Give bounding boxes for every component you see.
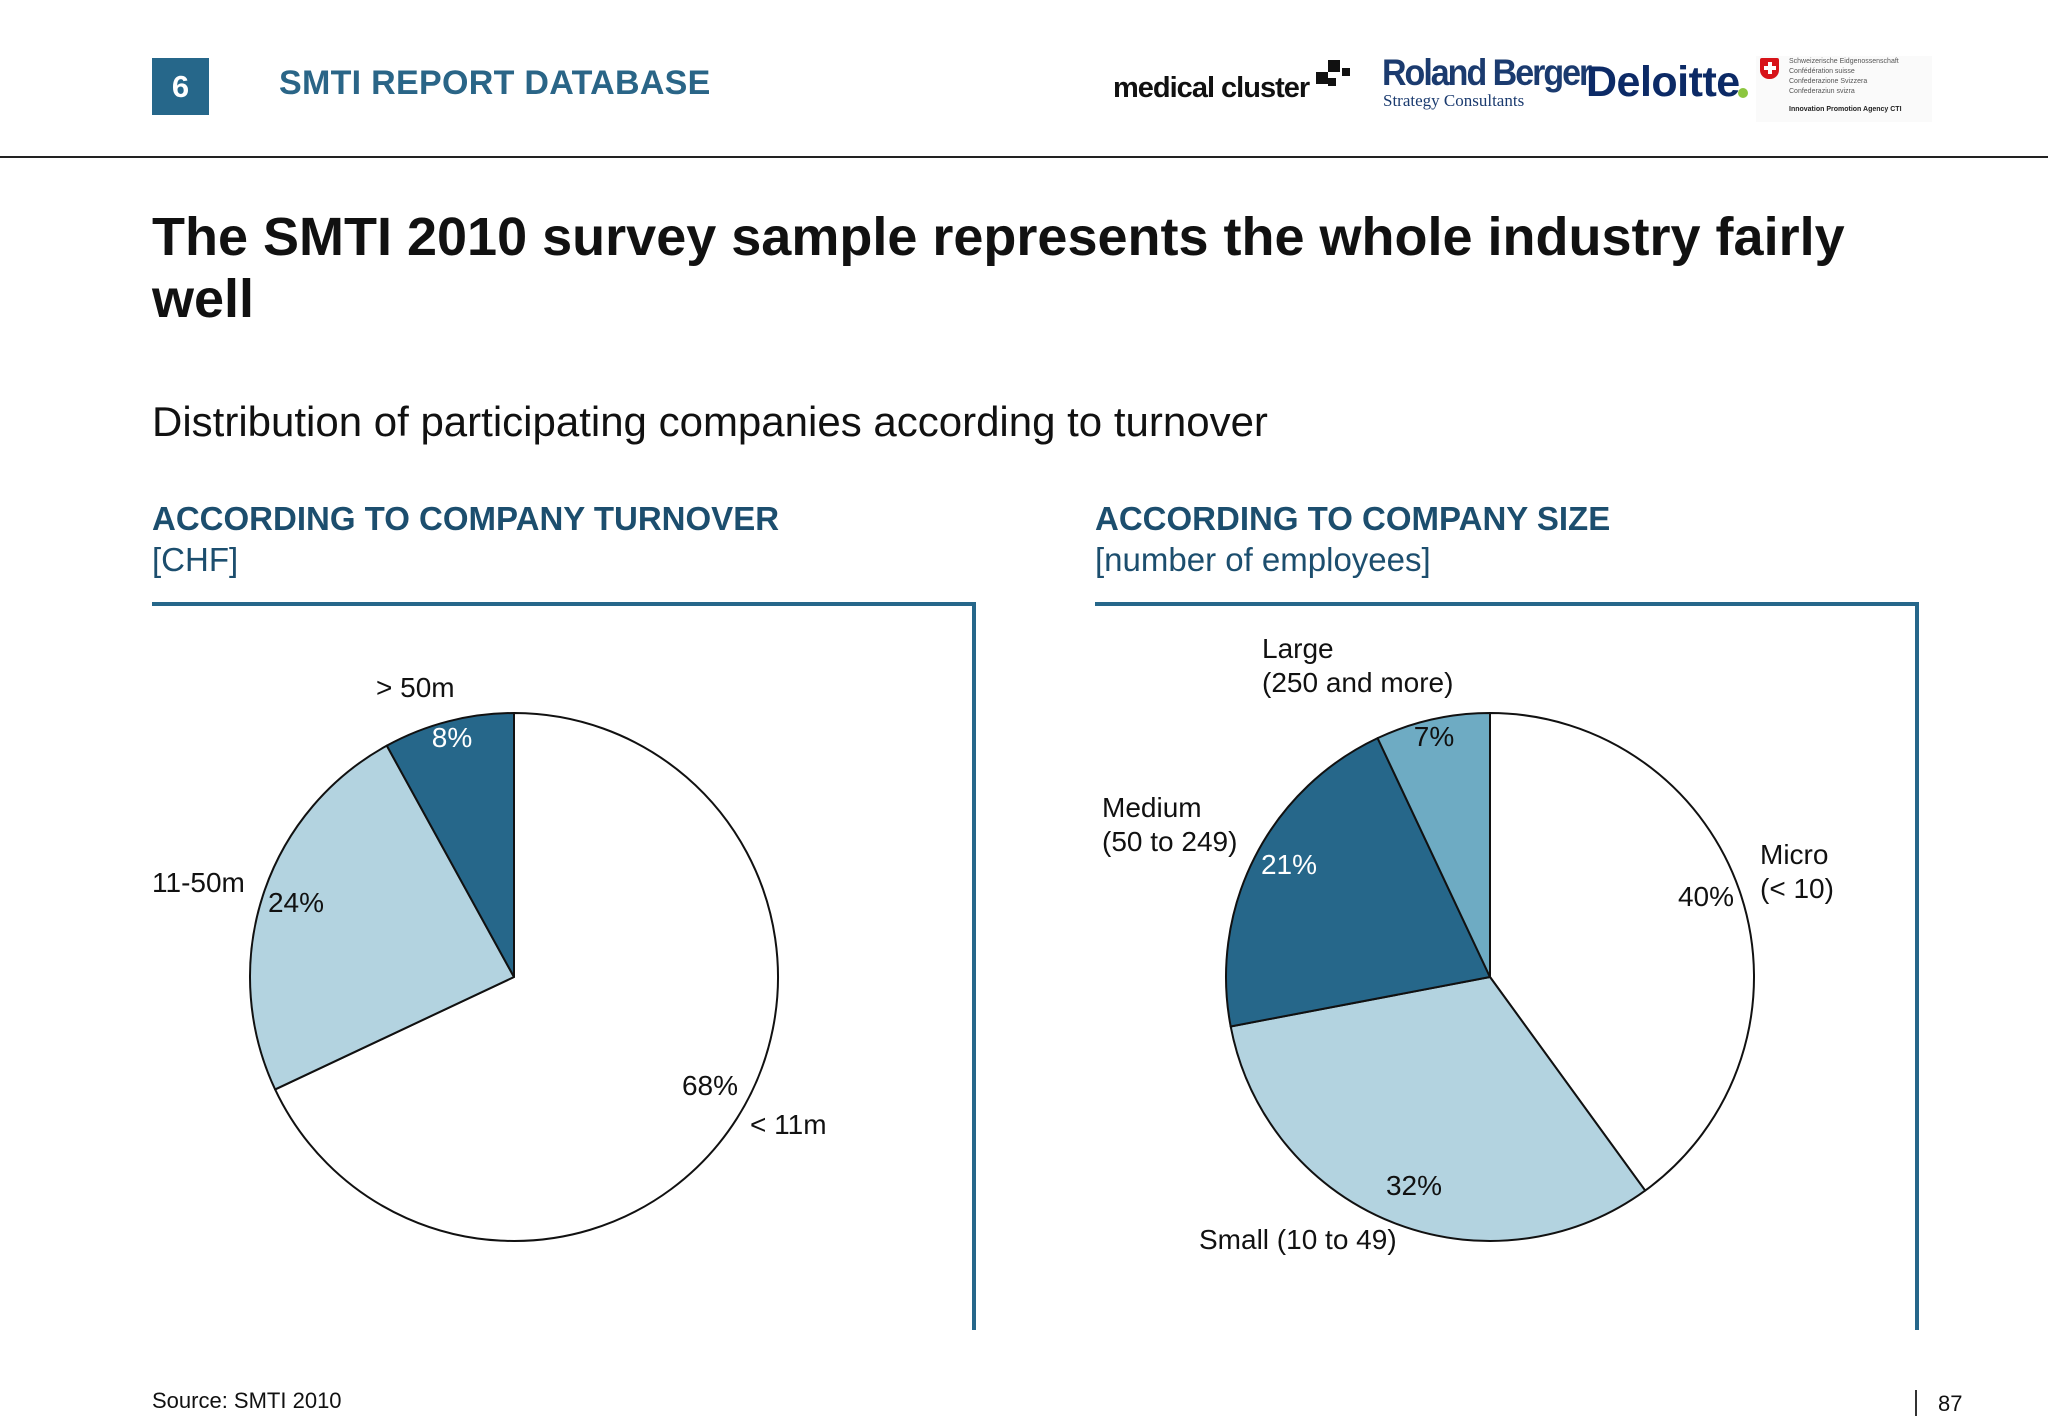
chart-1-frame-right — [972, 602, 976, 1330]
section-title: SMTI REPORT DATABASE — [279, 64, 711, 102]
chapter-number-badge: 6 — [152, 58, 209, 115]
swiss-line: Schweizerische Eidgenossenschaft — [1789, 58, 1899, 65]
chart-2-category-label: Medium — [1102, 792, 1202, 823]
medical-cluster-logo: medical cluster — [1113, 72, 1310, 104]
chart-1-slice-3 — [385, 712, 515, 978]
chart-2-value-label: 32% — [1386, 1170, 1442, 1201]
page-subtitle: Distribution of participating companies … — [152, 398, 1268, 445]
chart-2-frame-top — [1095, 602, 1919, 606]
swiss-line: Confédération suisse — [1789, 68, 1855, 75]
chart-2-slice-1 — [1489, 712, 1755, 1192]
chart-1-frame-top — [152, 602, 976, 606]
chart-1-value-label: 68% — [682, 1070, 738, 1101]
chart-2-category-label: Large — [1262, 633, 1334, 664]
deloitte-logo: Deloitte — [1586, 58, 1740, 106]
chart-1-category-label: < 11m — [750, 1109, 827, 1140]
chart-1-value-label: 24% — [268, 887, 324, 918]
chart-1-slice-1 — [274, 712, 779, 1242]
deloitte-dot-icon — [1738, 88, 1748, 98]
chart-1-category-label: 11-50m — [152, 867, 245, 898]
chart-1-title: ACCORDING TO COMPANY TURNOVER — [152, 500, 780, 537]
page-number-divider — [1915, 1390, 1917, 1416]
swiss-agency-label: Innovation Promotion Agency CTI — [1789, 106, 1902, 113]
chart-2-category-label: Micro — [1760, 839, 1828, 870]
chart-2-unit: [number of employees] — [1095, 541, 1431, 578]
swiss-line: Confederaziun svizra — [1789, 88, 1855, 95]
source-note: Source: SMTI 2010 — [152, 1388, 342, 1413]
chart-2-category-label: Small (10 to 49) — [1199, 1224, 1397, 1255]
swiss-cross-icon — [1760, 58, 1779, 79]
chart-2-category-label: (50 to 249) — [1102, 826, 1237, 857]
chart-2-slice-2 — [1229, 976, 1647, 1242]
chart-2-slice-3 — [1225, 737, 1491, 1028]
chart-1-category-label: > 50m — [376, 672, 455, 703]
chart-2-value-label: 21% — [1261, 849, 1317, 880]
swiss-line: Confederazione Svizzera — [1789, 78, 1868, 85]
chart-1-unit: [CHF] — [152, 541, 239, 578]
chart-2-title: ACCORDING TO COMPANY SIZE — [1095, 500, 1611, 537]
chart-2-category-label: (< 10) — [1760, 873, 1834, 904]
medical-cluster-mark-icon — [1316, 58, 1354, 94]
chart-2-frame-right — [1915, 602, 1919, 1330]
chart-1-value-label: 8% — [432, 722, 472, 753]
chart-2-slice-4 — [1376, 712, 1491, 978]
chart-2-category-label: (250 and more) — [1262, 667, 1453, 698]
roland-berger-tagline: Strategy Consultants — [1383, 91, 1525, 110]
swiss-confederation-logo: Schweizerische Eidgenossenschaft Confédé… — [1756, 56, 1932, 122]
page-number: 87 — [1938, 1391, 1963, 1416]
chart-1-slice-2 — [249, 744, 515, 1091]
chart-2-value-label: 40% — [1678, 881, 1734, 912]
roland-berger-logo: Roland Berger — [1382, 52, 1592, 94]
page-headline: The SMTI 2010 survey sample represents t… — [152, 207, 1845, 329]
chart-2-value-label: 7% — [1414, 721, 1454, 752]
header-divider — [0, 156, 2048, 158]
